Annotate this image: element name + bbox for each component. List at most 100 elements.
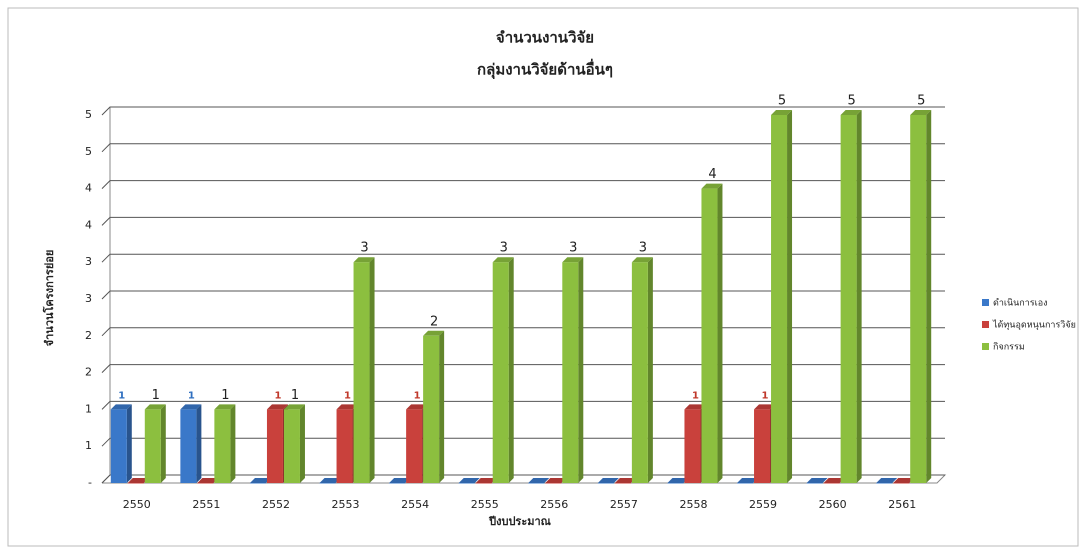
legend-swatch bbox=[982, 343, 989, 350]
bar bbox=[249, 483, 266, 484]
bar-top bbox=[528, 478, 550, 483]
bar bbox=[353, 262, 370, 483]
bar bbox=[910, 115, 927, 483]
grid-line bbox=[101, 327, 945, 337]
y-tick-label: 5 bbox=[85, 108, 92, 121]
x-tick-label: 2551 bbox=[192, 498, 220, 511]
bar bbox=[319, 483, 336, 484]
bar bbox=[336, 409, 353, 483]
bar-top bbox=[283, 404, 305, 410]
bar bbox=[180, 409, 197, 483]
x-tick-label: 2554 bbox=[401, 498, 429, 511]
data-label: 1 bbox=[414, 390, 421, 401]
bar-top bbox=[127, 478, 149, 483]
bar-side bbox=[508, 257, 514, 483]
bar bbox=[528, 483, 545, 484]
bar-top bbox=[614, 478, 636, 483]
bar-top bbox=[823, 478, 845, 483]
bar bbox=[840, 115, 857, 483]
bar bbox=[266, 409, 283, 483]
data-label: 5 bbox=[847, 94, 855, 109]
bar-top bbox=[406, 404, 428, 410]
bar-top bbox=[475, 478, 497, 483]
y-tick-label: 4 bbox=[85, 182, 92, 195]
bar-top bbox=[806, 478, 828, 483]
data-label: 2 bbox=[430, 314, 438, 329]
y-tick-label: 4 bbox=[85, 218, 92, 231]
bar-side bbox=[717, 183, 723, 483]
bar bbox=[214, 409, 231, 483]
chart-title: จำนวนงานวิจัย bbox=[496, 29, 594, 47]
grid-line bbox=[101, 143, 945, 153]
data-label: 1 bbox=[344, 390, 351, 401]
bar-top bbox=[876, 478, 898, 483]
grid-line bbox=[101, 216, 945, 226]
data-label: 5 bbox=[778, 94, 786, 109]
bar-side bbox=[578, 257, 584, 483]
x-tick-label: 2559 bbox=[749, 498, 777, 511]
legend-label: ได้ทุนอุดหนุนการวิจัย bbox=[992, 320, 1076, 331]
bar bbox=[127, 483, 144, 484]
grid-line bbox=[101, 106, 945, 116]
data-label: 3 bbox=[639, 241, 647, 256]
bar bbox=[475, 483, 492, 484]
data-label: 1 bbox=[152, 388, 160, 403]
grid-line bbox=[101, 290, 945, 300]
bar-top bbox=[840, 110, 862, 115]
bar bbox=[562, 262, 579, 483]
x-tick-label: 2560 bbox=[819, 498, 847, 511]
bar-top bbox=[701, 183, 723, 189]
bar-top bbox=[737, 478, 759, 483]
bar bbox=[893, 483, 910, 484]
bar bbox=[458, 483, 475, 484]
bar-side bbox=[299, 404, 305, 483]
bar-top bbox=[597, 478, 619, 483]
bar-top bbox=[754, 404, 776, 410]
bar bbox=[406, 409, 423, 483]
grid-line bbox=[101, 437, 945, 447]
data-label: 1 bbox=[118, 390, 125, 401]
bar-top bbox=[771, 110, 793, 115]
bar-top bbox=[458, 478, 480, 483]
bar bbox=[492, 262, 509, 483]
x-axis-title: ปีงบประมาณ bbox=[488, 515, 552, 528]
data-label: 1 bbox=[692, 390, 699, 401]
data-label: 1 bbox=[762, 390, 769, 401]
bar-side bbox=[369, 257, 375, 483]
bar bbox=[423, 335, 440, 483]
data-label: 1 bbox=[221, 388, 229, 403]
bar bbox=[667, 483, 684, 484]
legend-label: กิจกรรม bbox=[993, 342, 1025, 353]
y-tick-label: - bbox=[88, 476, 92, 489]
bar-top bbox=[319, 478, 341, 483]
y-tick-label: 2 bbox=[85, 329, 92, 342]
x-tick-label: 2556 bbox=[540, 498, 568, 511]
bar bbox=[737, 483, 754, 484]
y-tick-label: 5 bbox=[85, 145, 92, 158]
bar-top bbox=[266, 404, 288, 410]
bar-top bbox=[249, 478, 271, 483]
grid-line bbox=[101, 180, 945, 189]
y-tick-label: 2 bbox=[85, 366, 92, 379]
grid-line bbox=[101, 253, 945, 263]
bar bbox=[283, 409, 300, 483]
bar bbox=[876, 483, 893, 484]
bar-side bbox=[647, 257, 653, 483]
x-tick-label: 2550 bbox=[123, 498, 151, 511]
bar bbox=[110, 409, 127, 483]
bar bbox=[684, 409, 701, 483]
x-tick-label: 2557 bbox=[610, 498, 638, 511]
bar-top bbox=[180, 404, 202, 410]
bar-side bbox=[160, 404, 166, 483]
legend-swatch bbox=[982, 299, 989, 306]
bar-top bbox=[389, 478, 411, 483]
bar-top bbox=[893, 478, 915, 483]
grid-line bbox=[101, 474, 945, 484]
legend-label: ดำเนินการเอง bbox=[993, 298, 1048, 309]
bar-side bbox=[230, 404, 236, 483]
data-label: 3 bbox=[360, 241, 368, 256]
x-tick-label: 2558 bbox=[679, 498, 707, 511]
y-tick-label: 3 bbox=[85, 255, 92, 268]
data-label: 1 bbox=[274, 390, 281, 401]
bar-top bbox=[197, 478, 219, 483]
